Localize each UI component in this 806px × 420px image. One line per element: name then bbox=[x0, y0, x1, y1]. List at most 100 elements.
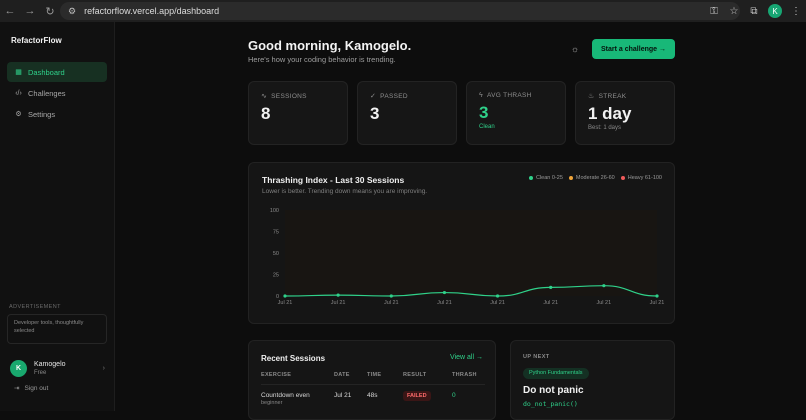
menu-icon[interactable]: ⋮ bbox=[791, 5, 801, 17]
series-line bbox=[284, 285, 658, 297]
recent-sessions-title: Recent Sessions bbox=[261, 354, 326, 363]
thrashing-line-chart: 0 25 50 75 100 Jul 21 Jul 21 Jul 21 Jul 21 Jul 21… bbox=[270, 208, 665, 306]
sidebar-item-dashboard[interactable]: ▦ Dashboard bbox=[7, 62, 107, 82]
table-divider bbox=[261, 384, 485, 385]
data-point bbox=[336, 293, 340, 297]
stat-value: 8 bbox=[261, 104, 271, 123]
x-tick-label: Jul 21 bbox=[278, 300, 293, 306]
column-header: EXERCISE bbox=[261, 372, 292, 378]
page-subtitle: Here's how your coding behavior is trend… bbox=[248, 55, 396, 64]
brand-logo[interactable]: RefactorFlow bbox=[11, 36, 62, 45]
stat-label: AVG THRASH bbox=[487, 92, 532, 99]
sign-out-link[interactable]: ⇥ Sign out bbox=[14, 384, 49, 393]
address-bar[interactable]: ⚙ refactorflow.vercel.app/dashboard bbox=[60, 2, 740, 20]
stat-value: 1 day bbox=[588, 104, 632, 123]
data-point bbox=[442, 290, 447, 295]
site-info-icon[interactable]: ⚙ bbox=[68, 5, 77, 16]
y-tick-label: 100 bbox=[270, 208, 279, 214]
page-title: Good morning, Kamogelo. bbox=[248, 38, 412, 53]
x-tick-label: Jul 21 bbox=[650, 300, 665, 306]
column-header: DATE bbox=[334, 372, 350, 378]
legend-item-heavy: Heavy 61-100 bbox=[620, 175, 662, 181]
stat-value: 3 bbox=[370, 104, 380, 123]
up-next-code: do_not_panic() bbox=[523, 400, 578, 408]
user-name: Kamogelo bbox=[34, 360, 66, 368]
data-point bbox=[283, 294, 287, 298]
x-tick-label: Jul 21 bbox=[384, 300, 399, 306]
status-badge: FAILED bbox=[403, 391, 431, 401]
star-icon[interactable]: ☆ bbox=[729, 5, 739, 17]
plot-area bbox=[285, 210, 657, 296]
flame-icon: ♨ bbox=[588, 93, 595, 100]
stat-value: 3 bbox=[479, 103, 489, 122]
cell-exercise[interactable]: Countdown even bbox=[261, 392, 310, 399]
gear-icon: ⚙ bbox=[15, 111, 22, 118]
up-next-card[interactable]: UP NEXT Python Fundamentals Do not panic… bbox=[510, 340, 675, 420]
profile-avatar[interactable]: K bbox=[768, 4, 782, 18]
legend-label: Clean 0-25 bbox=[535, 175, 563, 181]
chevron-right-icon: › bbox=[102, 364, 105, 372]
extensions-icon[interactable]: ⧉ bbox=[750, 5, 758, 17]
x-tick-label: Jul 21 bbox=[543, 300, 558, 306]
x-tick-label: Jul 21 bbox=[437, 300, 452, 306]
legend-label: Heavy 61-100 bbox=[627, 175, 662, 181]
stat-label: STREAK bbox=[598, 92, 627, 100]
up-next-label: UP NEXT bbox=[523, 354, 550, 360]
browser-toolbar: ← → ↻ ⚙ refactorflow.vercel.app/dashboar… bbox=[0, 0, 806, 22]
sidebar-item-settings[interactable]: ⚙ Settings bbox=[7, 104, 107, 124]
sun-icon[interactable]: ☼ bbox=[570, 44, 580, 54]
bolt-icon: ϟ bbox=[479, 92, 484, 99]
user-menu[interactable]: K Kamogelo Free › bbox=[10, 356, 105, 380]
up-next-title: Do not panic bbox=[523, 385, 584, 396]
y-tick-label: 25 bbox=[273, 273, 279, 279]
x-tick-label: Jul 21 bbox=[490, 300, 505, 306]
ad-box[interactable]: Developer tools, thoughtfully selected bbox=[7, 314, 107, 344]
x-tick-label: Jul 21 bbox=[597, 300, 612, 306]
column-header: RESULT bbox=[403, 372, 427, 378]
y-tick-label: 75 bbox=[273, 230, 279, 236]
stat-label: PASSED bbox=[380, 92, 408, 100]
ad-label: ADVERTISEMENT bbox=[9, 304, 61, 310]
view-all-link[interactable]: View all → bbox=[450, 354, 483, 361]
data-point bbox=[389, 294, 393, 298]
stat-label: SESSIONS bbox=[271, 92, 307, 100]
sign-out-label: Sign out bbox=[24, 384, 49, 392]
thrashing-chart-card: Thrashing Index - Last 30 Sessions Lower… bbox=[248, 162, 675, 324]
cell-time: 48s bbox=[367, 392, 378, 399]
stat-card-avg-thrash: ϟ AVG THRASH 3 Clean bbox=[466, 81, 566, 145]
user-plan: Free bbox=[34, 369, 47, 376]
legend-item-moderate: Moderate 26-60 bbox=[568, 175, 615, 181]
url-text: refactorflow.vercel.app/dashboard bbox=[84, 6, 220, 16]
sidebar: RefactorFlow ▦ Dashboard ‹/› Challenges … bbox=[0, 22, 115, 411]
back-arrow-icon[interactable]: ← bbox=[4, 5, 16, 17]
x-tick-label: Jul 21 bbox=[331, 300, 346, 306]
avatar: K bbox=[10, 359, 27, 377]
stat-note: Clean bbox=[479, 124, 495, 130]
topic-badge: Python Fundamentals bbox=[523, 368, 589, 379]
recent-sessions-card: Recent Sessions View all → EXERCISE DATE… bbox=[248, 340, 496, 420]
stat-card-passed: ✓ PASSED 3 bbox=[357, 81, 457, 145]
stat-card-sessions: ∿ SESSIONS 8 bbox=[248, 81, 348, 145]
pulse-icon: ∿ bbox=[261, 93, 268, 100]
sidebar-item-label: Settings bbox=[28, 109, 56, 119]
key-icon[interactable]: ⚿ bbox=[710, 5, 718, 17]
chart-subtitle: Lower is better. Trending down means you… bbox=[262, 188, 428, 195]
stat-note: Best: 1 days bbox=[588, 125, 622, 131]
start-challenge-button[interactable]: Start a challenge → bbox=[592, 39, 675, 59]
column-header: THRASH bbox=[452, 372, 477, 378]
data-point bbox=[655, 294, 659, 298]
cell-level: beginner bbox=[261, 400, 283, 406]
chart-title: Thrashing Index - Last 30 Sessions bbox=[262, 175, 405, 185]
grid-icon: ▦ bbox=[15, 69, 22, 76]
sign-out-icon: ⇥ bbox=[14, 385, 20, 392]
data-point bbox=[495, 294, 500, 298]
forward-arrow-icon[interactable]: → bbox=[24, 5, 36, 17]
cell-date: Jul 21 bbox=[334, 392, 352, 399]
sidebar-item-label: Dashboard bbox=[28, 67, 65, 77]
reload-icon[interactable]: ↻ bbox=[45, 5, 55, 18]
chart-legend: Clean 0-25 Moderate 26-60 Heavy 61-100 bbox=[523, 175, 662, 181]
legend-label: Moderate 26-60 bbox=[575, 175, 615, 181]
sidebar-item-challenges[interactable]: ‹/› Challenges bbox=[7, 83, 107, 103]
sidebar-item-label: Challenges bbox=[28, 88, 66, 98]
y-tick-label: 50 bbox=[273, 251, 279, 257]
